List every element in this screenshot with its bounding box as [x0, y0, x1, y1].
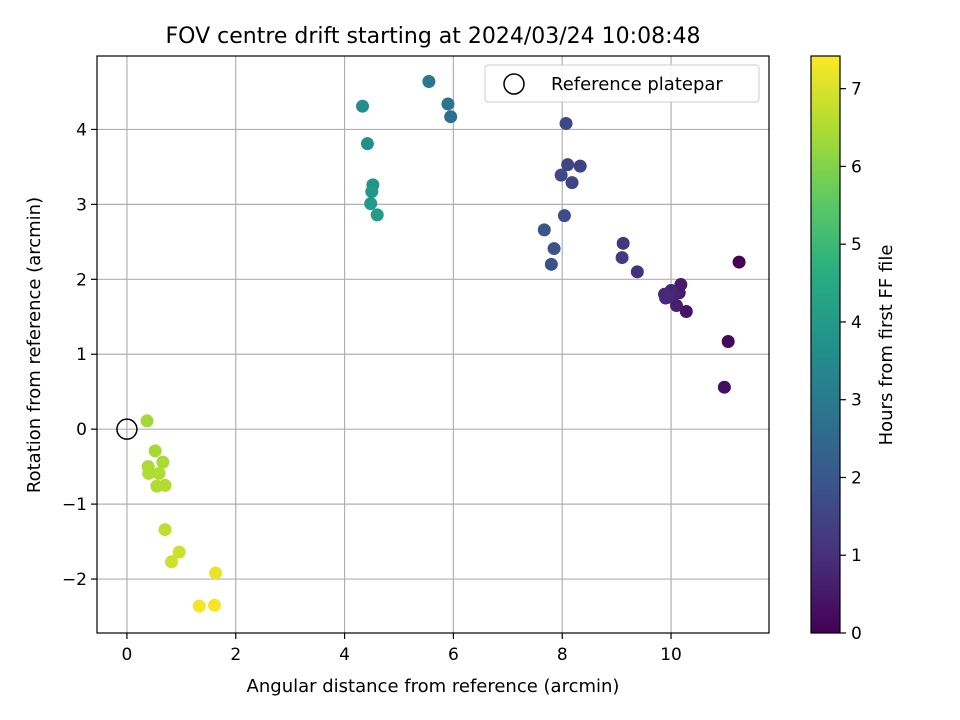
scatter-point [356, 99, 370, 113]
legend: Reference platepar [484, 64, 760, 103]
scatter-point [721, 335, 735, 349]
scatter-point [573, 159, 587, 173]
legend-box [484, 64, 760, 103]
scatter-point [565, 176, 579, 190]
scatter-point [615, 251, 629, 265]
scatter-point [547, 242, 561, 256]
scatter-point [557, 209, 571, 223]
scatter-point [158, 478, 172, 492]
x-tick-label: 8 [557, 645, 568, 665]
y-tick-label: 4 [76, 120, 87, 140]
scatter-point [717, 380, 731, 394]
scatter-point [444, 110, 458, 124]
scatter-point [616, 236, 630, 250]
scatter-point [537, 223, 551, 237]
scatter-point [140, 414, 154, 428]
colorbar-label: Hours from first FF file [876, 245, 897, 446]
colorbar-tick-label: 2 [851, 468, 862, 488]
colorbar-ticks: 0 1 2 3 4 5 6 7 [840, 80, 862, 644]
scatter-point [172, 545, 186, 559]
reference-marker [116, 418, 138, 440]
x-tick-label: 2 [230, 645, 241, 665]
y-tick-label: −2 [62, 570, 87, 590]
scatter-point [142, 466, 156, 480]
scatter-point [554, 168, 568, 182]
scatter-point [158, 523, 172, 537]
plot-frame [96, 55, 770, 634]
y-tick-label: 1 [76, 345, 87, 365]
scatter-point [365, 185, 379, 199]
scatter-point [441, 97, 455, 111]
scatter-point [544, 257, 558, 271]
x-tick-label: 0 [122, 645, 133, 665]
colorbar-frame [810, 55, 841, 634]
chart-title: FOV centre drift starting at 2024/03/24 … [166, 24, 701, 49]
colorbar-tick-label: 7 [851, 80, 862, 100]
colorbar-tick-label: 3 [851, 391, 862, 411]
scatter-point [156, 455, 170, 469]
legend-entry-reference: Reference platepar [551, 74, 723, 95]
scatter-point [559, 116, 573, 130]
y-axis-ticks: −2 −1 0 1 2 3 4 [62, 120, 97, 590]
colorbar-tick-label: 0 [851, 624, 862, 644]
colorbar: 0 1 2 3 4 5 6 7 Hours from first FF file [810, 55, 897, 644]
scatter-point [422, 74, 436, 88]
scatter-point [679, 305, 693, 319]
x-axis-ticks: 0 2 4 6 8 10 [122, 633, 682, 665]
scatter-point [370, 208, 384, 222]
scatter-point [165, 555, 179, 569]
data-points [140, 74, 746, 613]
scatter-point [732, 255, 746, 269]
x-tick-label: 6 [448, 645, 459, 665]
colorbar-tick-label: 4 [851, 313, 862, 333]
x-axis-label: Angular distance from reference (arcmin) [247, 676, 620, 697]
scatter-point [669, 299, 683, 313]
legend-reference-marker [503, 73, 525, 95]
y-tick-label: 2 [76, 270, 87, 290]
scatter-point [360, 137, 374, 151]
scatter-point [364, 197, 378, 211]
scatter-point [659, 291, 673, 305]
x-tick-label: 10 [660, 645, 682, 665]
colorbar-tick-label: 6 [851, 157, 862, 177]
scatter-point [192, 599, 206, 613]
scatter-point [148, 444, 162, 458]
scatter-point [561, 158, 575, 172]
scatter-point [152, 466, 166, 480]
scatter-point [630, 265, 644, 279]
y-tick-label: 0 [76, 420, 87, 440]
y-tick-label: 3 [76, 195, 87, 215]
grid-lines [97, 56, 769, 633]
x-tick-label: 4 [339, 645, 350, 665]
colorbar-gradient [811, 56, 840, 633]
scatter-point [208, 598, 222, 612]
y-axis-label: Rotation from reference (arcmin) [24, 197, 45, 493]
colorbar-tick-label: 1 [851, 546, 862, 566]
scatter-point [209, 566, 223, 580]
y-tick-label: −1 [62, 495, 87, 515]
colorbar-tick-label: 5 [851, 235, 862, 255]
